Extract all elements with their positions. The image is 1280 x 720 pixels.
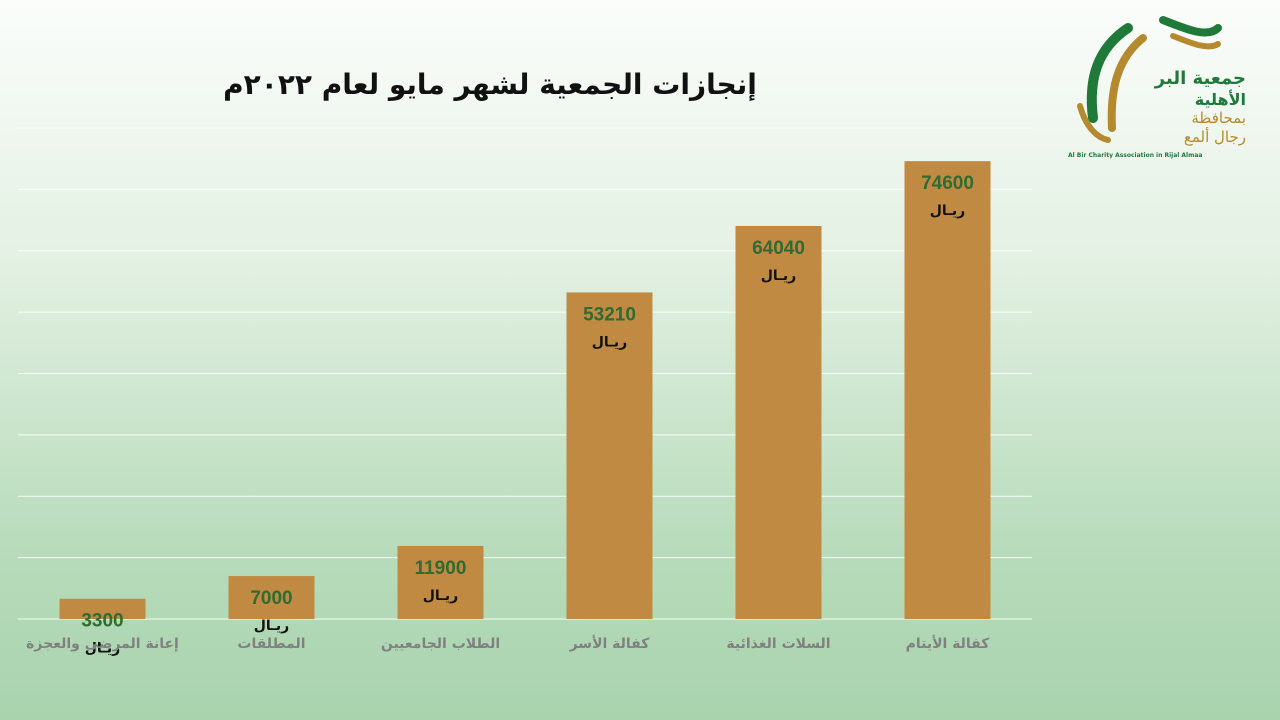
category-label: كفالة الأسر bbox=[569, 635, 651, 652]
data-label-value: 7000 bbox=[250, 588, 292, 609]
data-label-unit: ريـال bbox=[85, 641, 121, 657]
bar bbox=[735, 225, 822, 619]
data-label-unit: ريـال bbox=[592, 334, 628, 350]
category-label: المطلقات bbox=[237, 636, 305, 652]
data-label-unit: ريـال bbox=[930, 203, 966, 219]
bar bbox=[59, 598, 146, 619]
data-label-value: 74600 bbox=[921, 173, 974, 194]
chart-title: إنجازات الجمعية لشهر مايو لعام ٢٠٢٢م bbox=[223, 68, 757, 101]
data-label-unit: ريـال bbox=[423, 588, 459, 604]
data-label-value: 3300 bbox=[81, 611, 123, 632]
category-label: الطلاب الجامعيين bbox=[381, 636, 500, 652]
data-label-unit: ريـال bbox=[254, 618, 290, 634]
data-label-value: 11900 bbox=[415, 558, 467, 579]
logo-line-3: بمحافظة bbox=[1191, 109, 1246, 127]
bar bbox=[566, 292, 653, 619]
category-label: إعانة المرضى والعجزة bbox=[26, 636, 179, 652]
category-label: السلات الغذائية bbox=[726, 636, 830, 652]
logo-emblem-icon bbox=[1077, 16, 1222, 143]
data-label-unit: ريـال bbox=[761, 268, 797, 284]
logo-line-1: جمعية البر bbox=[1154, 68, 1246, 89]
bar bbox=[397, 545, 484, 619]
data-label-value: 53210 bbox=[583, 304, 636, 325]
association-logo: جمعية البر الأهلية بمحافظة رجال ألمع Al … bbox=[1068, 8, 1258, 168]
logo-line-4: رجال ألمع bbox=[1183, 128, 1246, 146]
category-label: كفالة الأيتام bbox=[906, 635, 991, 652]
logo-english: Al Bir Charity Association in Rijal Alma… bbox=[1068, 152, 1203, 159]
bar bbox=[228, 576, 315, 619]
data-label-value: 64040 bbox=[752, 238, 805, 259]
bar bbox=[904, 161, 991, 619]
logo-line-2: الأهلية bbox=[1194, 90, 1246, 109]
